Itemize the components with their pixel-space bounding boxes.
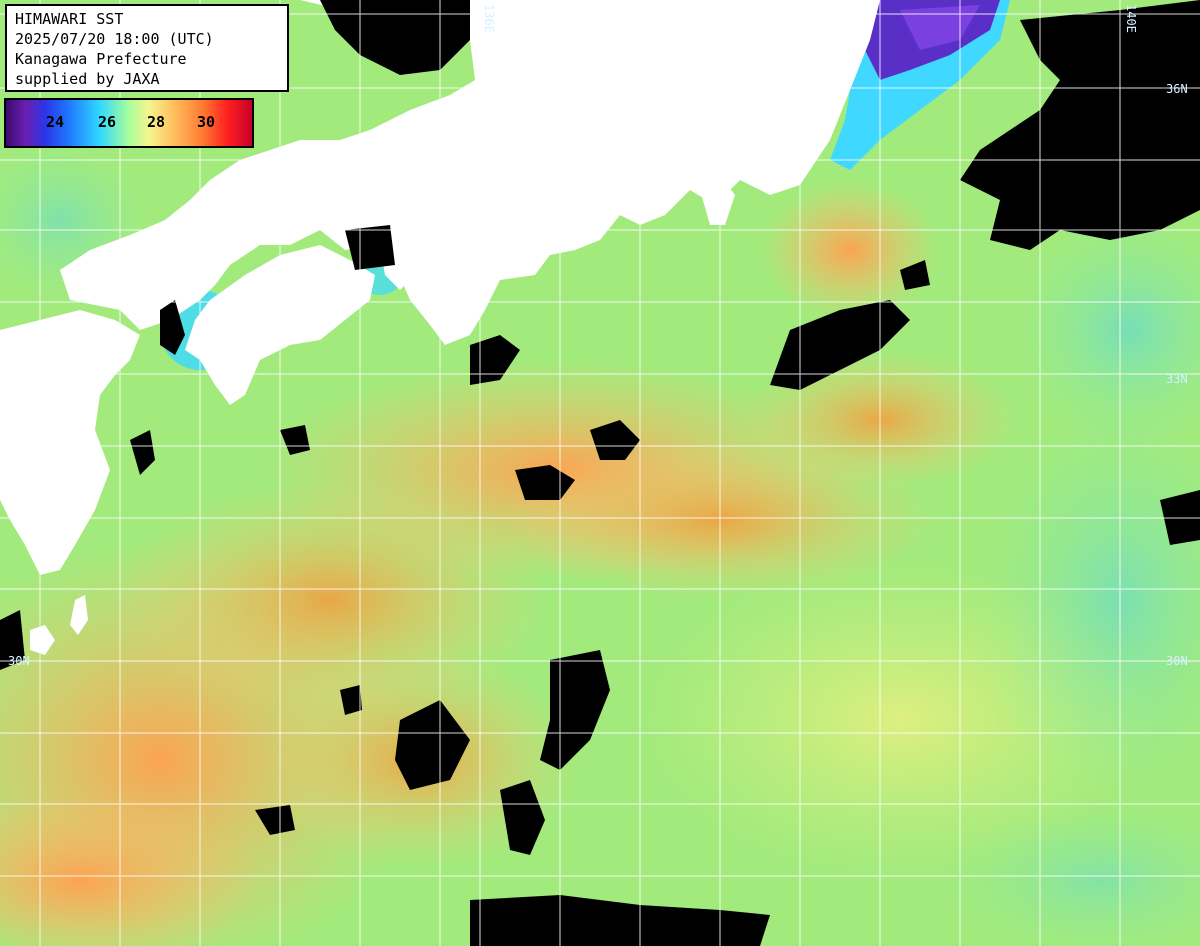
colorbar-tick-26: 26 (98, 113, 117, 131)
lon-label-140e: 140E (1124, 4, 1138, 33)
title-box: HIMAWARI SST 2025/07/20 18:00 (UTC) Kana… (5, 4, 289, 92)
colorbar-tick-24: 24 (46, 113, 65, 131)
lat-label-36n: 36N (1166, 82, 1188, 96)
lon-label-136e: 136E (482, 4, 496, 33)
title-line-3: Kanagawa Prefecture (15, 50, 187, 68)
lat-label-30n-left: 30N (8, 654, 30, 668)
colorbar-tick-30: 30 (197, 113, 216, 131)
colorbar-tick-28: 28 (147, 113, 166, 131)
title-line-1: HIMAWARI SST (15, 10, 124, 28)
title-line-4: supplied by JAXA (15, 70, 160, 88)
lat-label-30n-right: 30N (1166, 654, 1188, 668)
lat-label-33n: 33N (1166, 372, 1188, 386)
temperature-colorbar: 24 26 28 30 (4, 98, 254, 148)
title-line-2: 2025/07/20 18:00 (UTC) (15, 30, 214, 48)
sea-temperature-patches (0, 140, 1200, 946)
